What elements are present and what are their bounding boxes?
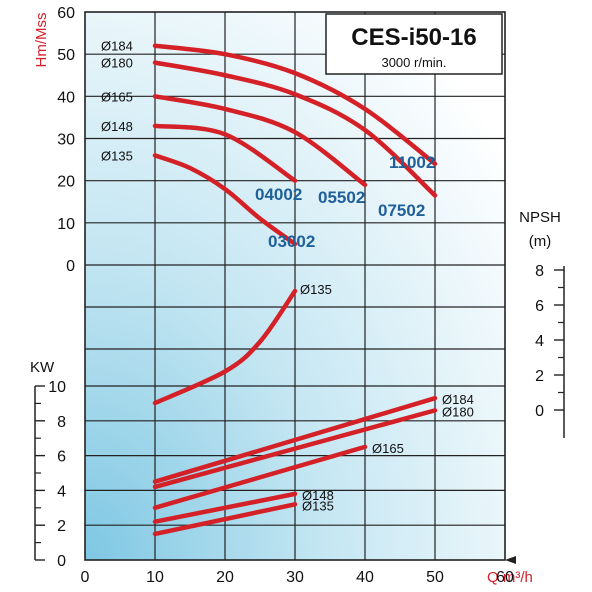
head-curve (152, 153, 298, 247)
power-curve (152, 408, 438, 490)
power-curve-label: Ø135 (302, 498, 334, 513)
power-curve (152, 491, 298, 524)
npsh-tick-label: 4 (535, 333, 544, 350)
npsh-curve (152, 288, 298, 406)
plot-frame (84, 11, 506, 561)
head-curve (152, 123, 298, 183)
npsh-tick-label: 0 (535, 403, 544, 420)
x-tick-label: 40 (356, 569, 374, 586)
power-curve-label: Ø184 (442, 392, 474, 407)
power-tick-label: 4 (57, 483, 66, 500)
power-tick-label: 0 (57, 553, 66, 570)
head-tick-label: 40 (57, 89, 75, 106)
power-tick-label: 6 (57, 449, 66, 466)
npsh-tick-label: 6 (535, 298, 544, 315)
x-axis-title: Q m³/h (487, 569, 533, 586)
power-axis-title: KW (30, 359, 55, 376)
head-tick-label: 0 (66, 258, 75, 275)
head-curve-label: Ø135 (101, 148, 133, 163)
curves (152, 43, 438, 537)
power-axis (34, 385, 45, 561)
title-box (325, 13, 503, 75)
head-curve (152, 43, 438, 167)
head-curve-label: Ø180 (101, 56, 133, 71)
power-curve-label: Ø180 (442, 404, 474, 419)
power-tick-label: 8 (57, 414, 66, 431)
head-tick-label: 30 (57, 132, 75, 149)
chart-title: CES-i50-16 (351, 24, 476, 51)
model-label: 03002 (268, 232, 315, 251)
x-axis-arrow (505, 556, 516, 564)
power-tick-label: 2 (57, 518, 66, 535)
head-curve (152, 94, 368, 188)
x-tick-label: 0 (81, 569, 90, 586)
head-curve-label: Ø184 (101, 39, 133, 54)
model-label: 07502 (378, 201, 425, 220)
power-curve (152, 395, 438, 484)
npsh-ticks: 0 2 4 6 8 (535, 263, 564, 420)
head-curve (152, 60, 438, 198)
power-curve-label: Ø165 (372, 441, 404, 456)
head-tick-label: 10 (57, 216, 75, 233)
model-label: 04002 (255, 185, 302, 204)
curve-labels: Ø184 11002 Ø180 07502 Ø165 05502 Ø148 04002 Ø135… (101, 39, 474, 514)
npsh-tick-label: 2 (535, 368, 544, 385)
head-tick-label: 50 (57, 47, 75, 64)
x-tick-label: 50 (426, 569, 444, 586)
power-curve (152, 502, 298, 537)
power-curve (152, 444, 368, 511)
chart-subtitle: 3000 r/min. (381, 55, 446, 70)
x-tick-label: 30 (286, 569, 304, 586)
power-curve-label: Ø148 (302, 488, 334, 503)
model-label: 05502 (318, 188, 365, 207)
head-axis-title: Hm/Mss (33, 13, 50, 68)
power-tick-label: 10 (48, 379, 66, 396)
npsh-axis-title-line2: (m) (529, 233, 552, 250)
head-tick-label: 60 (57, 5, 75, 22)
x-tick-label: 10 (146, 569, 164, 586)
head-curve-label: Ø148 (101, 119, 133, 134)
x-tick-label: 60 (496, 569, 514, 586)
axis-ticks: 0 10 20 30 40 50 60 0 10 20 30 40 50 60 0 2 4 6 8 10 (48, 5, 516, 586)
head-tick-label: 20 (57, 174, 75, 191)
model-label: 11002 (389, 153, 435, 172)
npsh-curve-label: Ø135 (300, 282, 332, 297)
head-curve-label: Ø165 (101, 89, 133, 104)
npsh-axis-title-line1: NPSH (519, 209, 561, 226)
npsh-tick-label: 8 (535, 263, 544, 280)
x-tick-label: 20 (216, 569, 234, 586)
